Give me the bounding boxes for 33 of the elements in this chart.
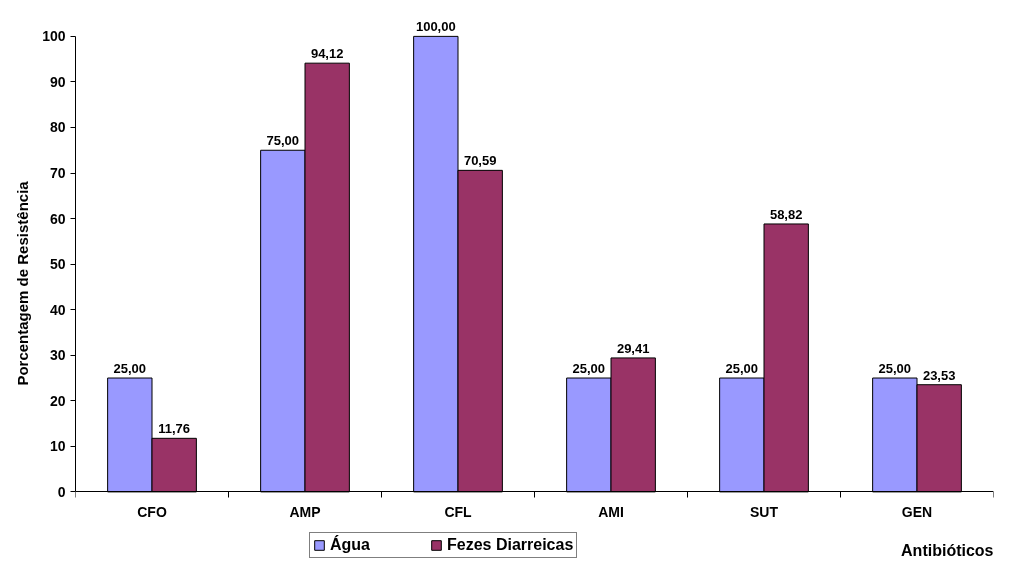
data-label: 11,76 <box>158 421 191 437</box>
y-tick-label: 40 <box>49 301 66 318</box>
data-label: 58,82 <box>769 206 803 222</box>
x-axis-title: Antibióticos <box>901 541 994 559</box>
data-label: 75,00 <box>266 133 300 149</box>
y-tick-label: 70 <box>49 165 66 182</box>
y-tick-label: 100 <box>42 28 66 45</box>
data-label: 70,59 <box>463 153 497 169</box>
y-tick-label: 10 <box>49 438 66 455</box>
x-tick-label: AMI <box>598 503 624 520</box>
data-label: 94,12 <box>310 46 344 62</box>
x-tick-label: CFL <box>444 503 473 520</box>
y-axis-title: Porcentagem de Resistência <box>14 180 32 386</box>
x-tick-label: GEN <box>901 503 933 520</box>
y-tick-label: 0 <box>57 483 66 500</box>
y-tick-label: 90 <box>49 73 66 90</box>
data-label: 25,00 <box>113 361 147 377</box>
x-tick-label: CFO <box>137 503 167 520</box>
data-label: 25,00 <box>878 361 912 377</box>
data-label: 25,00 <box>572 361 606 377</box>
y-tick-label: 30 <box>49 347 66 364</box>
y-tick-label: 60 <box>49 210 66 227</box>
data-label: 25,00 <box>725 361 759 377</box>
y-tick-label: 50 <box>49 256 66 273</box>
x-tick-label: AMP <box>289 503 321 520</box>
legend-label: Água <box>330 536 370 554</box>
legend-label: Fezes Diarreicas <box>447 536 574 554</box>
x-tick-label: SUT <box>750 503 779 520</box>
y-tick-label: 80 <box>49 119 66 136</box>
data-label: 100,00 <box>415 19 456 35</box>
data-label: 29,41 <box>616 340 650 356</box>
y-tick-label: 20 <box>49 392 66 409</box>
data-label: 23,53 <box>922 367 956 383</box>
